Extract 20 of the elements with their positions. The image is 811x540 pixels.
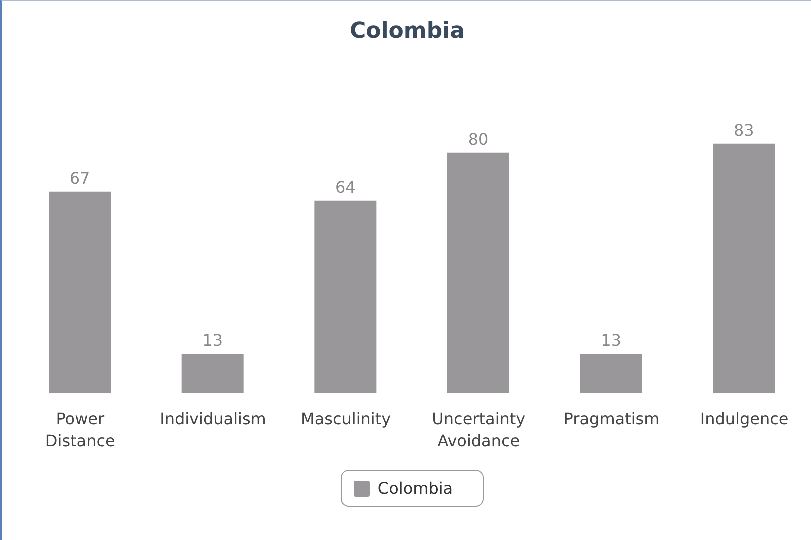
bar <box>314 200 377 393</box>
x-tick-label: Power Distance <box>45 409 116 450</box>
bar <box>580 354 642 393</box>
x-tick-label: Masculinity <box>301 409 392 428</box>
bar <box>49 192 111 393</box>
x-tick-label: Individualism <box>160 409 266 428</box>
data-label: 64 <box>335 178 356 197</box>
data-label: 80 <box>468 130 489 149</box>
legend-label: Colombia <box>376 479 454 498</box>
x-tick-label: Indulgence <box>700 409 789 428</box>
data-label: 67 <box>70 168 90 188</box>
x-tick-label: Pragmatism <box>564 409 660 428</box>
chart-title: Colombia <box>349 19 466 44</box>
data-label: 83 <box>734 120 754 140</box>
bar <box>182 354 244 393</box>
bar <box>448 152 510 393</box>
data-label: 13 <box>601 330 622 350</box>
bar <box>713 144 776 393</box>
x-tick-label: Uncertainty Avoidance <box>432 409 526 450</box>
data-label: 13 <box>202 330 224 350</box>
